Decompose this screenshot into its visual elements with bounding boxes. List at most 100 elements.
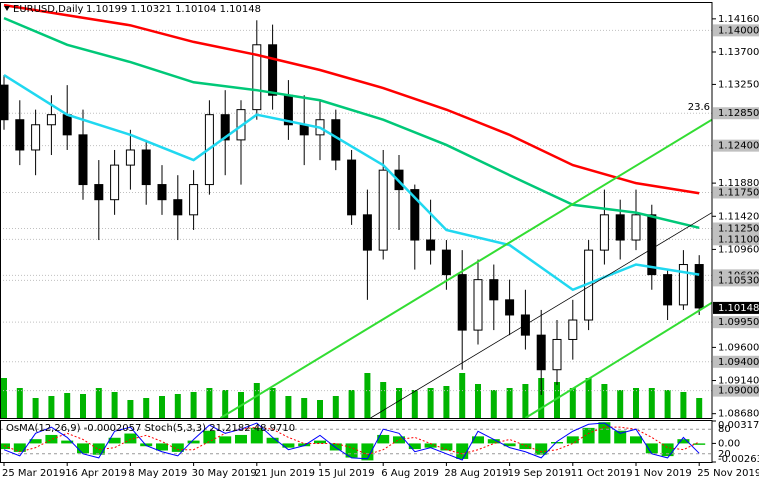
- osma-bar: [92, 443, 105, 455]
- candle-body: [220, 114, 230, 141]
- candle-body: [378, 169, 388, 251]
- level-label: 1.10530: [718, 275, 759, 286]
- candle-body: [663, 274, 673, 306]
- volume-bar: [16, 388, 23, 418]
- volume-bar: [490, 390, 497, 418]
- volume-bar: [301, 398, 308, 418]
- candle-body: [568, 319, 578, 340]
- level-box: [713, 107, 759, 120]
- level-box: [713, 139, 759, 152]
- candle-body: [94, 184, 104, 201]
- volume-bar: [475, 384, 481, 418]
- candle-body: [615, 214, 625, 241]
- osma-bar: [329, 443, 342, 451]
- oscillator-frame: [0, 420, 713, 463]
- volume-bar: [554, 382, 560, 418]
- y-tick-label: 1.09140: [718, 376, 759, 387]
- level-label: 1.11250: [718, 224, 759, 235]
- osc-tick-label: -0.0026325: [718, 454, 759, 465]
- candle-body: [15, 119, 25, 151]
- volume-bar: [364, 373, 371, 418]
- price-frame: [0, 2, 713, 419]
- candle-body: [125, 149, 135, 166]
- y-tick-label: 1.10960: [718, 244, 759, 255]
- osma-bar: [456, 443, 469, 459]
- stoch-level-label: 20: [718, 449, 731, 460]
- candle-body: [31, 124, 41, 151]
- volume-bar: [48, 396, 55, 418]
- volume-bar: [127, 400, 134, 418]
- osma-bar: [156, 443, 168, 451]
- osma-bar: [519, 443, 532, 450]
- x-tick-label: 8 May 2019: [128, 468, 187, 479]
- level-box: [713, 24, 759, 37]
- oscillator-label: OsMA(12,26,9) -0.0002057 Stoch(5,3,3) 21…: [6, 423, 295, 434]
- symbol-icon: [4, 6, 10, 11]
- y-tick-label: 1.09600: [718, 342, 759, 353]
- osma-bar: [29, 439, 42, 444]
- osma-bar: [298, 443, 311, 447]
- level-box: [713, 233, 759, 246]
- last-price-box: [713, 301, 759, 314]
- osma-bar: [314, 440, 326, 444]
- osc-tick-label: 0.00: [718, 438, 740, 449]
- candle-body: [473, 279, 483, 331]
- volume-bar: [538, 378, 545, 418]
- osma-bar: [551, 442, 563, 444]
- x-tick-label: 25 Nov 2019: [697, 468, 759, 479]
- osma-bar: [424, 443, 437, 448]
- osma-bar: [661, 443, 674, 457]
- candle-body: [410, 189, 420, 241]
- candle-body: [252, 44, 262, 111]
- level-box: [713, 274, 759, 287]
- channel-line: [219, 118, 712, 418]
- last-price-label: 1.10148: [718, 303, 759, 314]
- osma-bar: [487, 439, 500, 444]
- level-label: 1.14000: [718, 25, 759, 36]
- osma-bar: [171, 443, 184, 452]
- volume-bar: [332, 396, 339, 418]
- volume-bar: [506, 388, 513, 418]
- volume-bar: [64, 393, 71, 418]
- osma-bar: [393, 436, 405, 444]
- candle-body: [173, 199, 183, 216]
- volume-bar: [174, 394, 181, 418]
- stoch-signal-line: [3, 426, 700, 456]
- y-tick-label: 1.11420: [718, 211, 759, 222]
- level-label: 1.11750: [718, 187, 759, 198]
- volume-bar: [648, 388, 655, 418]
- x-tick-label: 6 Aug 2019: [381, 468, 439, 479]
- osma-bar: [235, 434, 247, 444]
- price-panel: [1, 3, 712, 418]
- volume-bar: [569, 388, 576, 418]
- candle-body: [141, 149, 151, 186]
- x-tick-label: 15 Jul 2019: [318, 468, 375, 479]
- candle-body: [189, 184, 199, 216]
- volume-bar: [585, 378, 592, 418]
- volume-bar: [680, 392, 687, 418]
- volume-bar: [522, 384, 529, 418]
- volume-bar: [1, 378, 7, 418]
- volume-bar: [348, 390, 355, 418]
- volume-bar: [253, 383, 260, 418]
- candle-body: [110, 164, 120, 201]
- volume-bar: [633, 388, 639, 418]
- candle-body: [647, 214, 657, 276]
- candle-body: [694, 264, 704, 309]
- level-label: 1.11100: [718, 234, 759, 245]
- volume-bar: [80, 394, 86, 418]
- y-tick-label: 1.13250: [718, 79, 759, 90]
- level-label: 1.09400: [718, 357, 759, 368]
- candle-body: [78, 134, 88, 186]
- volume-bar: [459, 373, 466, 418]
- osma-bar: [124, 433, 137, 444]
- level-label: 1.12400: [718, 141, 759, 152]
- candle-body: [157, 184, 167, 201]
- osma-bar: [187, 440, 200, 444]
- oscillator-panel: [1, 422, 712, 461]
- osma-bar: [440, 443, 453, 451]
- candle-body: [505, 299, 515, 316]
- osma-bar: [630, 436, 642, 444]
